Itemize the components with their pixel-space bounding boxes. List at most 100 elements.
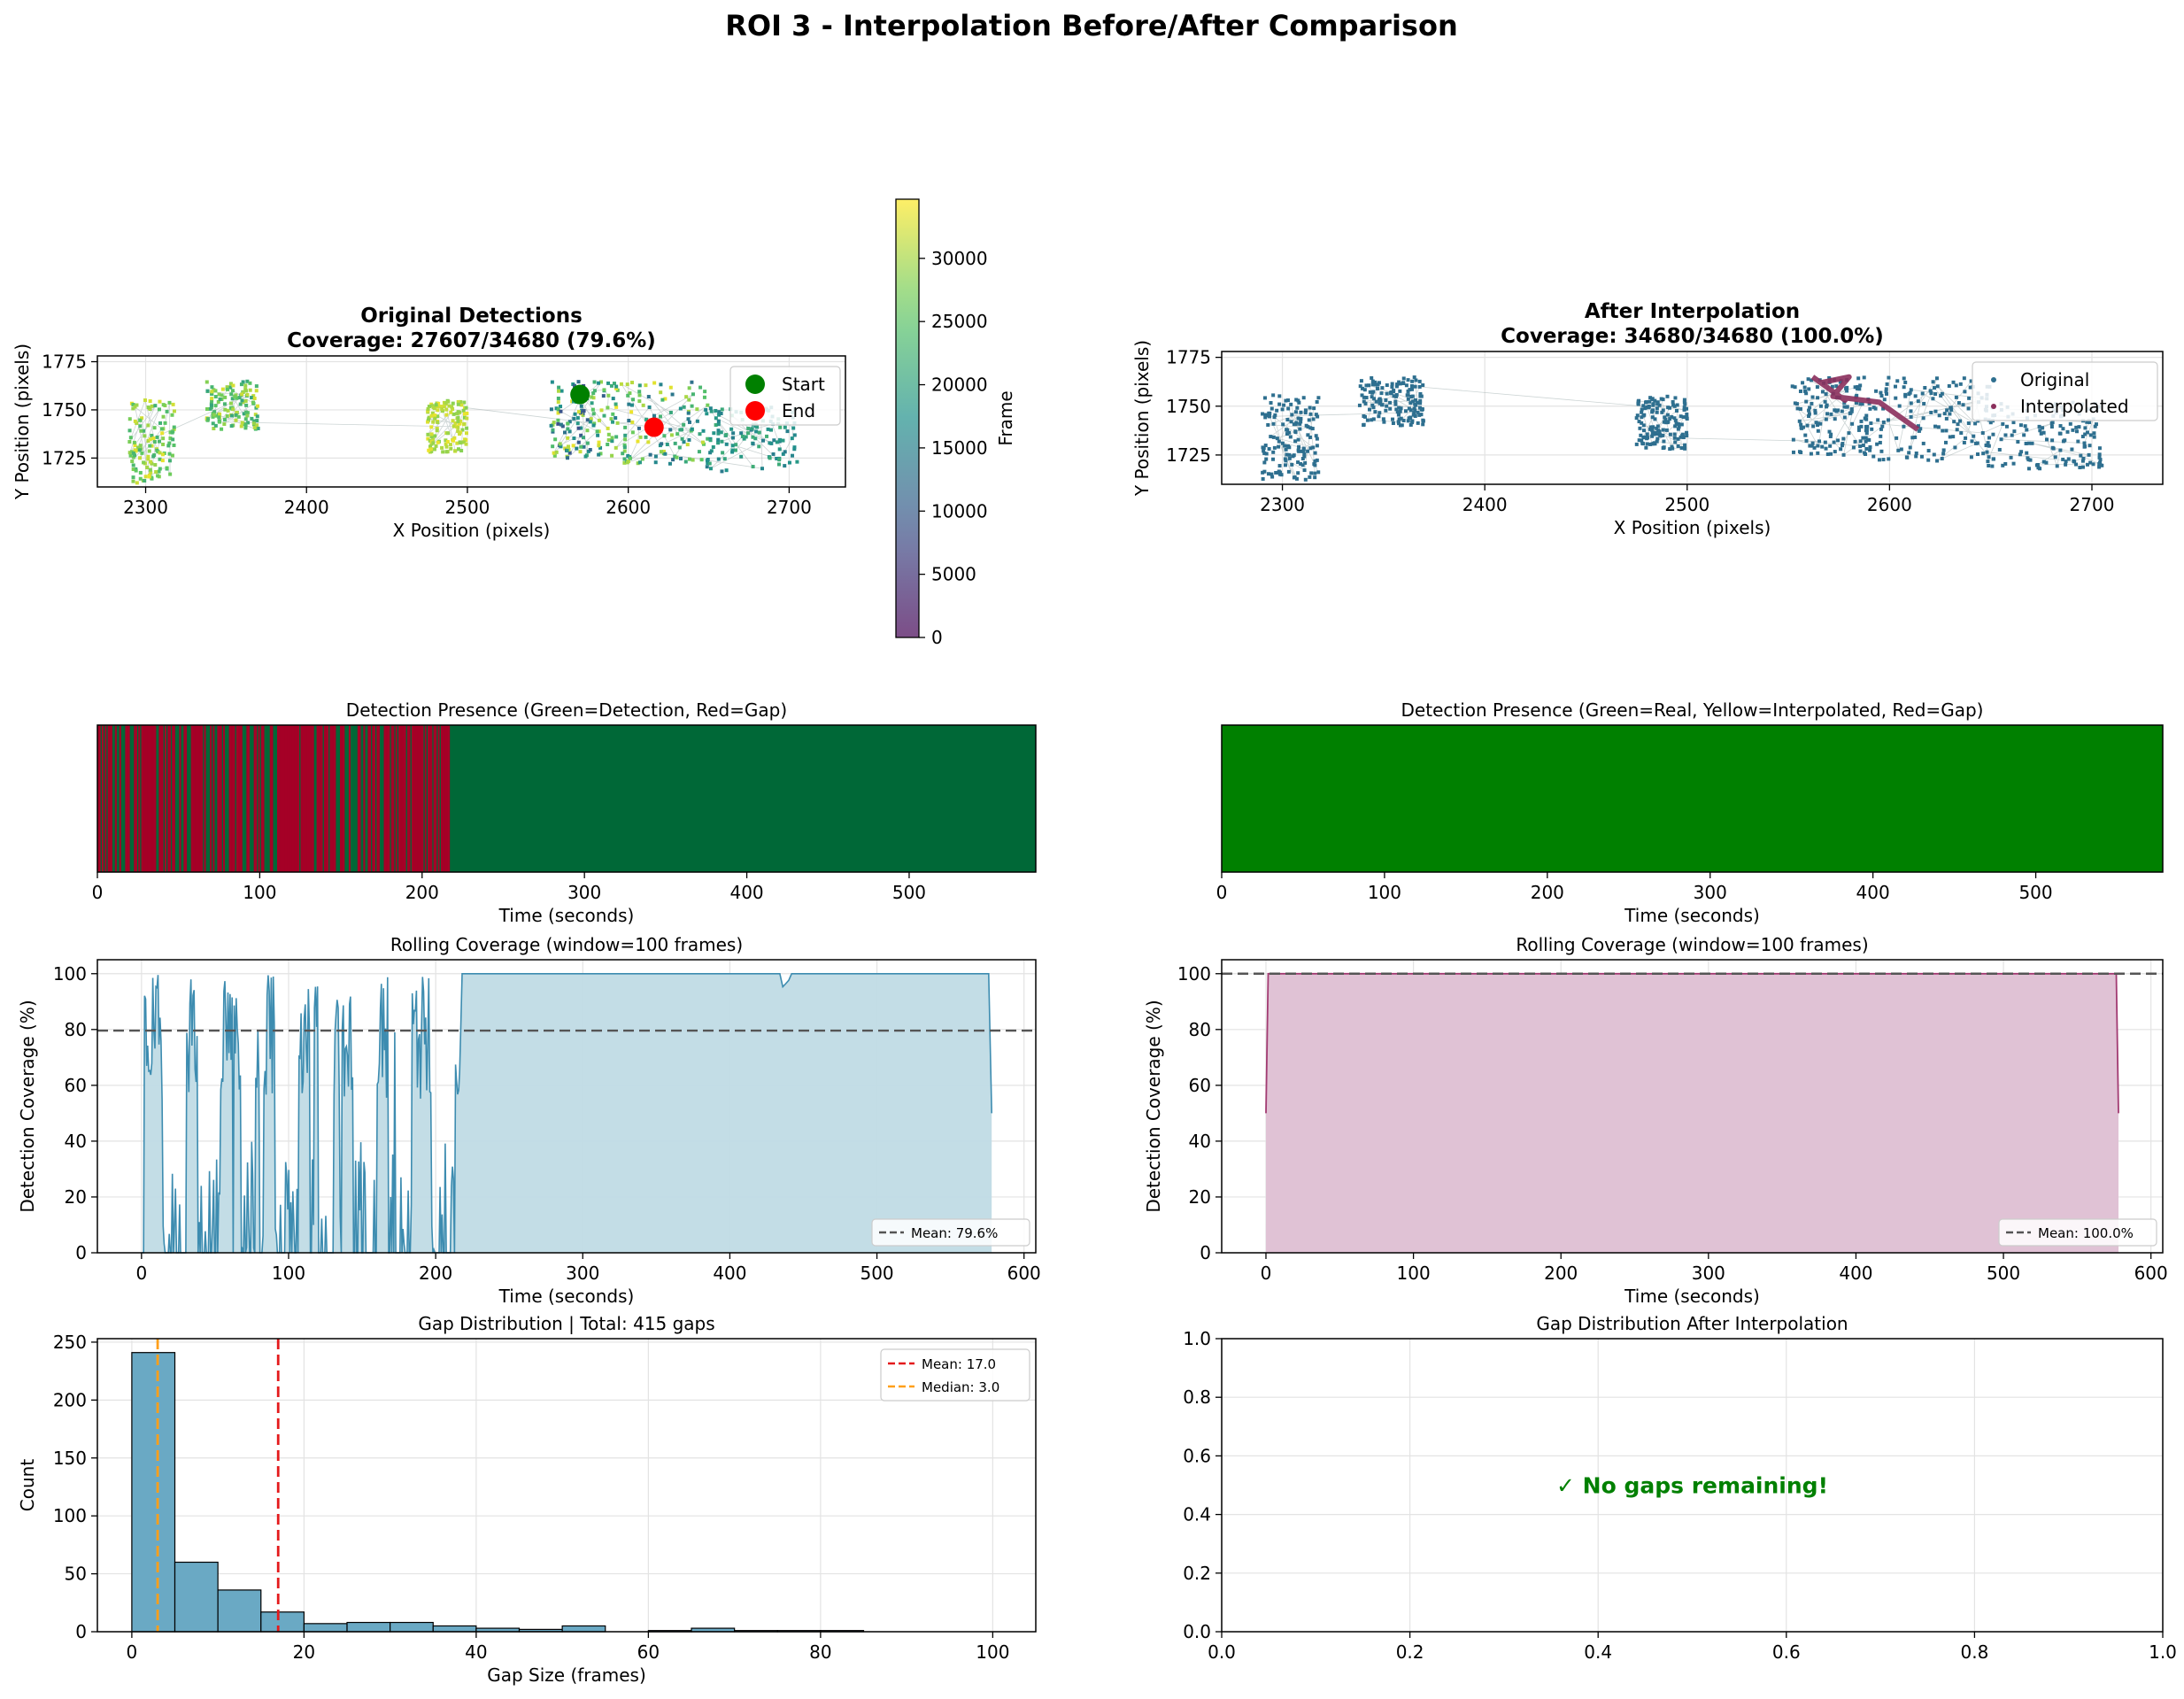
original-point [1271, 450, 1276, 454]
detection-point [701, 440, 706, 444]
detection-point [213, 404, 218, 408]
detection-point [436, 401, 441, 405]
original-point [1893, 384, 1897, 389]
gap-segment [239, 725, 242, 872]
detection-point [647, 405, 652, 409]
original-point [1397, 405, 1401, 410]
detection-point [663, 397, 668, 401]
detection-point [717, 413, 722, 417]
detection-point [455, 441, 459, 445]
detection-point [653, 454, 658, 459]
gap-segment [193, 725, 196, 872]
original-point [1673, 440, 1678, 444]
detection-point [210, 398, 214, 403]
original-point [1871, 454, 1876, 459]
detection-point [255, 423, 259, 428]
detection-point [721, 451, 725, 455]
detection-point [167, 400, 172, 405]
original-point [1285, 452, 1289, 457]
detection-point [612, 382, 616, 386]
original-point [2001, 421, 2005, 426]
detection-point [462, 421, 467, 426]
detection-point [677, 445, 682, 450]
detection-point [622, 460, 627, 465]
original-point [1282, 403, 1286, 407]
original-point [1657, 429, 1662, 434]
detection-point [687, 398, 691, 402]
detection-point [556, 411, 560, 415]
detection-point [217, 392, 221, 397]
original-point [1412, 375, 1416, 380]
x-tick-label: 200 [419, 1263, 452, 1284]
detection-point [757, 444, 761, 449]
detection-point [251, 394, 256, 398]
original-point [1640, 438, 1644, 443]
gap-segment [240, 725, 243, 872]
colorbar-tick-label: 15000 [931, 437, 988, 459]
original-point [1931, 380, 1935, 384]
original-point [1841, 442, 1845, 446]
original-point [1816, 396, 1820, 400]
original-point [1861, 444, 1865, 448]
original-point [1840, 409, 1844, 413]
detection-point [628, 456, 632, 460]
detection-point [146, 457, 150, 461]
detection-point [644, 435, 648, 439]
detection-point [451, 407, 455, 412]
original-point [1679, 446, 1684, 451]
detection-point [146, 405, 150, 410]
detection-point [668, 461, 672, 466]
detection-point [627, 402, 631, 406]
detection-point [432, 447, 436, 452]
original-point [1853, 439, 1857, 444]
original-point [1879, 390, 1883, 395]
original-point [1959, 431, 1964, 436]
original-point [1967, 396, 1972, 400]
original-point [1412, 406, 1416, 411]
legend-interpolated-label: Interpolated [2020, 396, 2129, 417]
detection-point [557, 385, 561, 390]
detection-point [243, 417, 248, 421]
original-point [1289, 420, 1293, 424]
detection-point [663, 452, 668, 456]
detection-point [638, 435, 643, 439]
original-point [1663, 417, 1668, 421]
gap-segment [192, 725, 195, 872]
detection-point [229, 424, 234, 429]
original-point [2034, 463, 2039, 467]
gap-segment [101, 725, 104, 872]
original-point [1408, 415, 1413, 420]
original-point [2064, 460, 2068, 464]
original-point [1839, 447, 1843, 452]
original-point [1864, 425, 1868, 429]
gap-segment [158, 725, 161, 872]
original-point [1635, 413, 1640, 418]
original-point [1401, 418, 1406, 422]
detection-point [234, 413, 238, 417]
original-point [1815, 385, 1819, 390]
original-point [2004, 424, 2009, 429]
original-point [1809, 452, 1813, 456]
detection-point [127, 451, 132, 455]
detection-point [760, 438, 765, 443]
gap-segment [414, 725, 417, 872]
original-point [1673, 424, 1678, 429]
original-point [1418, 398, 1423, 403]
y-tick-label: 0.2 [1183, 1563, 1211, 1584]
detection-point [205, 389, 210, 393]
detection-point [768, 456, 772, 460]
detection-point [790, 436, 794, 441]
detection-point [583, 454, 588, 459]
detection-point [659, 382, 663, 387]
legend-original-swatch [1991, 377, 1996, 382]
original-point [1640, 410, 1644, 414]
original-point [1262, 460, 1267, 465]
original-point [1972, 434, 1976, 438]
original-point [1280, 441, 1285, 445]
original-point [1675, 403, 1679, 407]
detection-point [785, 429, 790, 434]
detection-point [450, 405, 454, 409]
detection-point [228, 405, 233, 410]
original-point [2074, 429, 2079, 434]
original-point [2058, 424, 2063, 429]
